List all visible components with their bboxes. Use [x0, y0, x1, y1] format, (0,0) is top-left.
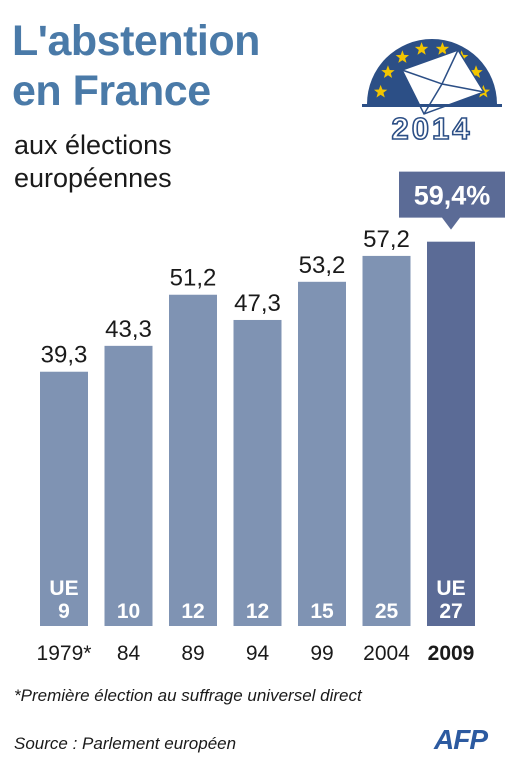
subtitle-line-2: européennes: [14, 163, 172, 193]
logo-year: 2014: [391, 110, 473, 147]
value-label: 43,3: [105, 316, 152, 343]
bar-2009: [427, 241, 475, 626]
star-icon: [395, 50, 409, 63]
value-label: 53,2: [299, 252, 346, 279]
source-credit: Source : Parlement européen: [14, 734, 237, 753]
star-icon: [435, 42, 450, 55]
x-tick-label: 89: [181, 642, 204, 665]
x-tick-label: 94: [246, 642, 270, 665]
bar-99: [298, 281, 346, 626]
eu-stars-ballot-envelope-icon: [362, 39, 502, 115]
eu-members-label: 12: [181, 600, 204, 623]
star-icon: [374, 84, 388, 98]
bar-2004: [362, 255, 411, 626]
bar-89: [169, 294, 217, 626]
star-icon: [414, 42, 429, 55]
value-label: 39,3: [41, 342, 88, 369]
value-label: 57,2: [363, 226, 410, 253]
eu-members-label: 10: [117, 600, 140, 623]
x-tick-label: 1979*: [37, 642, 92, 665]
value-label: 47,3: [234, 290, 281, 317]
bars-layer: [40, 241, 475, 626]
x-tick-label: 2009: [428, 642, 475, 665]
value-callout: [399, 171, 505, 230]
agency-logo: AFP: [434, 724, 488, 755]
eu-members-label: 12: [246, 600, 269, 623]
title-line-1: L'abstention: [12, 17, 260, 65]
title-line-2: en France: [12, 67, 211, 115]
eu-members-layer: UE 9 10 12 12 15 25 UE 27: [49, 577, 465, 623]
star-icon: [381, 65, 395, 78]
x-tick-label: 84: [117, 642, 141, 665]
eu-members-label: UE 27: [436, 577, 465, 623]
bar-1979*: [40, 371, 88, 626]
page-title: L'abstention en France: [12, 16, 260, 116]
eu-members-label: 15: [310, 600, 334, 623]
logo-base-line: [362, 104, 502, 107]
eu-members-label: UE 9: [49, 577, 78, 623]
footnote: *Première élection au suffrage universel…: [14, 686, 362, 705]
subtitle-line-1: aux élections: [14, 130, 172, 160]
x-tick-label: 2004: [363, 642, 410, 665]
bar-84: [104, 345, 153, 626]
value-labels-layer: 39,3 43,3 51,2 47,3 53,2 57,259,4%: [41, 171, 505, 369]
value-label-highlight: 59,4%: [414, 181, 491, 211]
page-subtitle: aux élections européennes: [14, 129, 172, 195]
abstention-bar-chart: 39,3 43,3 51,2 47,3 53,2 57,259,4% UE 9 10 12 12 1…: [37, 171, 505, 665]
value-label: 51,2: [170, 265, 217, 292]
eu-members-label: 25: [375, 600, 399, 623]
x-tick-label: 99: [310, 642, 333, 665]
star-icon: [469, 65, 483, 78]
x-tick-labels-layer: 1979* 84 89 94 99 2004 2009: [37, 642, 475, 665]
bar-94: [233, 319, 282, 626]
